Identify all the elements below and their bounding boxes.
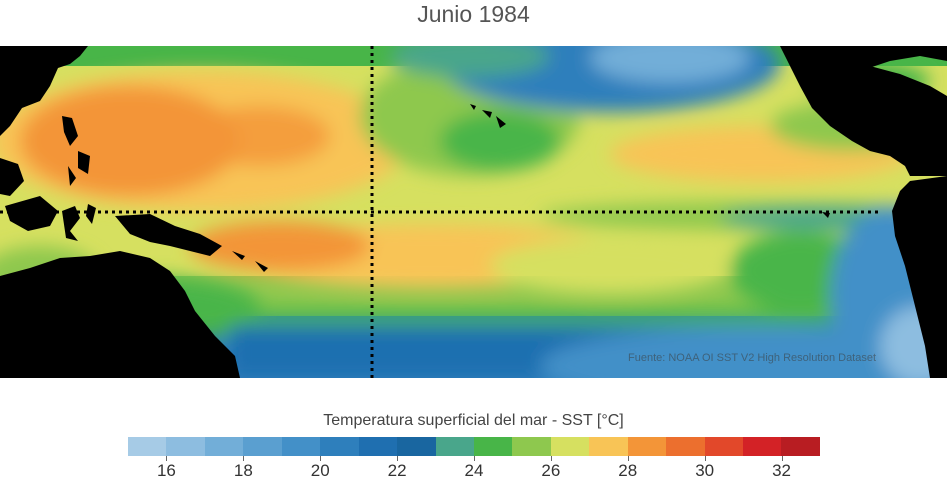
colorbar-tick-label: 30 — [695, 461, 715, 480]
colorbar-swatch — [281, 437, 321, 456]
colorbar-tick-mark — [704, 456, 706, 461]
colorbar-tick-mark — [397, 456, 399, 461]
colorbar-swatch — [550, 437, 590, 456]
land-masses — [0, 46, 947, 378]
colorbar-ticks: 16 18 20 22 24 26 28 30 32 — [0, 456, 947, 480]
colorbar-tick-mark — [320, 456, 322, 461]
colorbar-tick-label: 24 — [464, 461, 484, 480]
colorbar-swatch — [781, 437, 820, 456]
colorbar-swatch — [627, 437, 667, 456]
land-borneo — [5, 196, 58, 231]
colorbar-swatch — [204, 437, 244, 456]
colorbar-swatch — [704, 437, 743, 456]
colorbar-swatch — [435, 437, 474, 456]
colorbar-swatch — [358, 437, 398, 456]
land-new-guinea — [115, 214, 222, 256]
colorbar-swatch — [397, 437, 436, 456]
colorbar-tick-label: 26 — [541, 461, 561, 480]
land-central-america — [700, 46, 947, 176]
land-south-america — [892, 176, 947, 378]
colorbar-tick-mark — [243, 456, 245, 461]
land-philippines — [62, 116, 90, 186]
colorbar-swatch — [473, 437, 513, 456]
land-indochina — [0, 158, 24, 196]
colorbar-tick-label: 32 — [772, 461, 791, 480]
colorbar-tick-mark — [781, 456, 783, 461]
colorbar-swatch — [589, 437, 628, 456]
colorbar-swatch — [166, 437, 205, 456]
colorbar-swatch — [666, 437, 705, 456]
colorbar-tick-label: 20 — [310, 461, 330, 480]
colorbar — [128, 437, 820, 456]
colorbar-label: Temperatura superficial del mar - SST [°… — [323, 412, 624, 429]
colorbar-tick-mark — [627, 456, 629, 461]
colorbar-tick-label: 18 — [233, 461, 253, 480]
colorbar-tick-mark — [474, 456, 475, 461]
colorbar-swatch — [128, 437, 167, 456]
colorbar-swatch — [512, 437, 551, 456]
colorbar-tick-label: 22 — [387, 461, 407, 480]
colorbar-tick-label: 16 — [156, 461, 176, 480]
sst-map — [0, 46, 947, 378]
colorbar-tick-mark — [166, 456, 168, 461]
land-australia — [0, 251, 240, 378]
source-credit: Fuente: NOAA OI SST V2 High Resolution D… — [628, 352, 877, 364]
colorbar-tick-label: 28 — [618, 461, 638, 480]
colorbar-swatch — [743, 437, 782, 456]
land-asia — [0, 46, 88, 136]
colorbar-tick-mark — [550, 456, 552, 461]
map-title: Junio 1984 — [417, 1, 530, 27]
land-hawaii — [470, 104, 506, 128]
colorbar-swatch — [320, 437, 359, 456]
colorbar-swatch — [243, 437, 282, 456]
